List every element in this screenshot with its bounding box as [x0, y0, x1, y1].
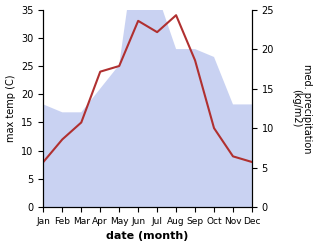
Y-axis label: max temp (C): max temp (C): [5, 75, 16, 142]
X-axis label: date (month): date (month): [107, 231, 189, 242]
Y-axis label: med. precipitation
(kg/m2): med. precipitation (kg/m2): [291, 64, 313, 153]
